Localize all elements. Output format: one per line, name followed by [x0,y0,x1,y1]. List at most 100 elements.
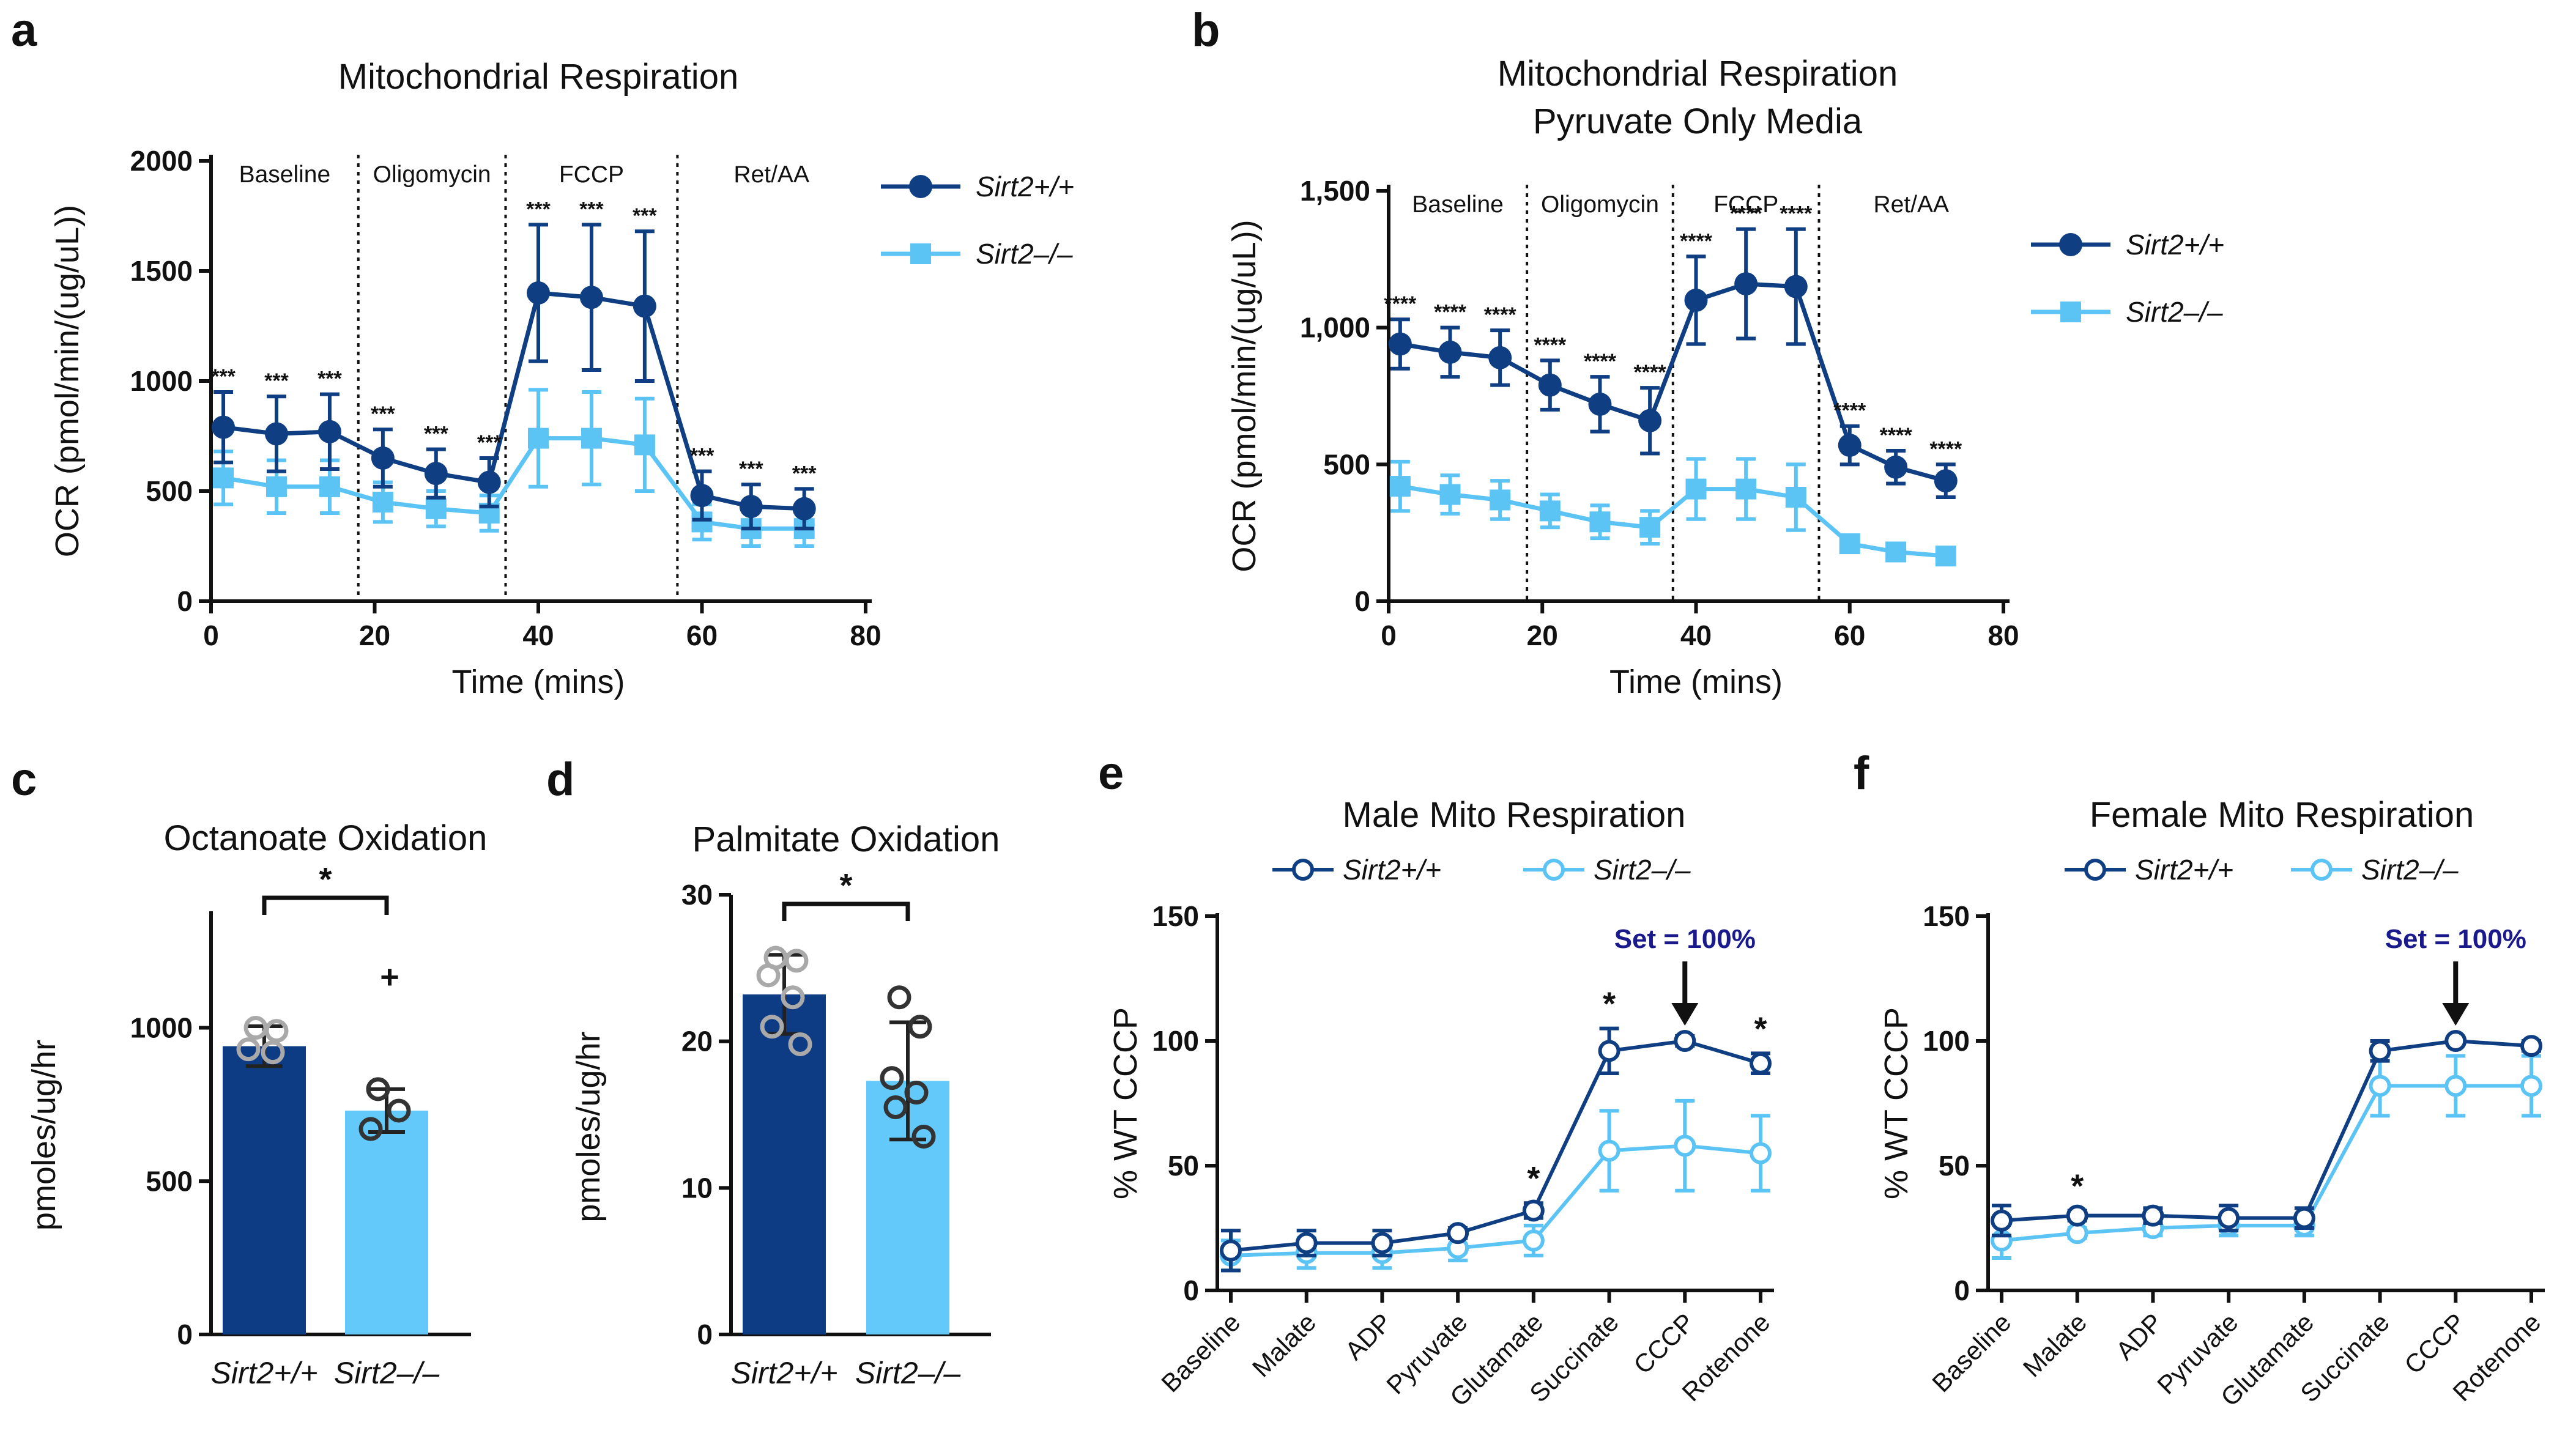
legend-label: Sirt2+/+ [2135,854,2233,886]
significance-marker: *** [526,198,551,221]
significance-bracket [782,901,910,921]
data-point [2218,1207,2240,1229]
data-point [739,495,763,519]
panel-letter: c [11,753,37,805]
data-point [2520,1035,2542,1057]
data-point [756,963,781,988]
legend-marker [2059,233,2082,256]
data-point [1488,346,1512,369]
x-tick-label: Baseline [1156,1308,1245,1397]
category-label: Sirt2–/– [334,1356,440,1390]
significance-marker: **** [1634,361,1667,384]
y-tick-label: 20 [681,1026,713,1057]
data-point [634,434,655,456]
data-point [527,281,550,305]
data-point [265,422,288,446]
x-tick-label: 20 [1527,620,1558,651]
bar-wt [223,1046,306,1334]
y-axis-label: % WT CCCP [1878,1007,1915,1199]
set-100-label: Set = 100% [1614,924,1756,954]
data-point [2066,1204,2088,1227]
y-tick-label: 50 [1939,1150,1970,1182]
y-tick-label: 0 [177,585,193,617]
y-tick-label: 0 [1954,1275,1970,1306]
legend-marker [2311,859,2333,881]
legend-label: Sirt2–/– [976,238,1073,270]
data-point [880,1066,904,1090]
phase-label: Baseline [239,161,331,188]
significance-marker: * [1603,986,1616,1023]
data-point [1674,1134,1696,1157]
data-point [1588,392,1612,416]
x-tick-label: Baseline [1926,1308,2016,1397]
significance-marker: *** [633,204,657,228]
data-point [1935,546,1956,567]
arrow-down-icon [1671,1003,1699,1026]
y-axis-label: % WT CCCP [1107,1007,1144,1199]
panel-letter: d [546,753,574,805]
significance-marker: *** [739,457,763,481]
legend-marker [909,175,932,198]
data-point [1439,484,1461,505]
y-tick-label: 0 [177,1319,193,1350]
y-tick-label: 1000 [130,1012,193,1044]
x-tick-label: 80 [1988,620,2019,651]
significance-marker: **** [1434,301,1467,324]
data-point [1598,1139,1620,1162]
y-axis-label: OCR (pmol/min/(ug/uL)) [1226,220,1263,572]
legend-marker [910,243,931,264]
significance-marker: **** [1484,303,1517,327]
data-point [2293,1207,2315,1229]
y-tick-label: 150 [1152,900,1199,932]
x-tick-label: ADP [2110,1308,2167,1365]
data-point [1685,478,1707,500]
significance-marker: *** [317,368,342,391]
series-ko [1991,1054,2542,1260]
y-tick-label: 0 [1183,1275,1199,1306]
data-point [887,985,911,1010]
data-point [781,985,805,1010]
data-point [2369,1040,2391,1062]
data-point [261,1040,285,1065]
series-line [1230,1144,1761,1257]
significance-marker: **** [1929,437,1962,461]
data-point [372,492,393,513]
y-axis-label: pmoles/ug/hr [570,1031,607,1222]
phase-label: FCCP [1713,191,1778,218]
panel-c: c Octanoate Oxidation 0 500 1000 pmoles/ug/hr… [11,753,487,1390]
data-point [1639,517,1661,538]
data-point [212,415,236,439]
outlier-marker: + [380,958,399,995]
y-tick-label: 1,000 [1300,312,1370,344]
data-point [1785,487,1806,508]
x-tick-label: 0 [203,620,219,651]
x-tick-label: 40 [1680,620,1712,651]
legend-marker [2084,859,2106,881]
x-axis-label: Time (mins) [1609,664,1783,700]
data-point [319,476,340,497]
data-point [213,467,234,489]
x-tick-label: CCCP [1628,1308,1699,1379]
significance-marker: * [839,867,852,904]
chart-subtitle: Pyruvate Only Media [1533,102,1863,141]
significance-marker: *** [477,431,502,454]
data-point [2444,1030,2467,1052]
data-point [366,1077,390,1101]
legend-label: Sirt2+/+ [976,171,1074,202]
y-tick-label: 150 [1923,900,1970,932]
data-point [1388,332,1412,356]
significance-marker: * [1527,1160,1540,1197]
data-point [264,1019,289,1043]
series-line [223,436,804,531]
legend-label: Sirt2+/+ [1343,854,1441,886]
data-point [1539,500,1561,522]
y-tick-label: 500 [1323,448,1370,480]
y-tick-label: 1500 [130,255,193,287]
legend-label: Sirt2–/– [2361,854,2459,886]
data-point [425,498,447,519]
series-wt [1388,227,1958,500]
significance-marker: *** [690,445,715,468]
x-axis-label: Time (mins) [452,664,625,700]
series-ko [1389,457,1956,567]
y-tick-label: 0 [1354,585,1370,617]
